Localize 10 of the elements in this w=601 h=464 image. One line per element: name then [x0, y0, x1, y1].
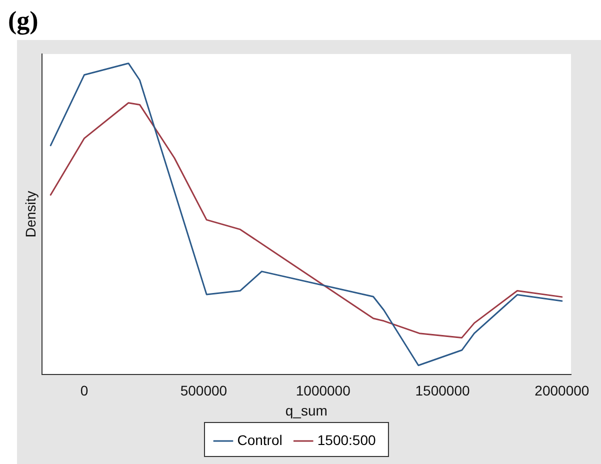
x-tick-label: 2000000 [534, 382, 590, 399]
x-tick-label: 0 [80, 382, 88, 399]
x-tick-label: 1000000 [296, 382, 351, 399]
legend-label: Control [237, 432, 282, 448]
x-axis-title: q_sum [285, 402, 328, 418]
legend-label: 1500:500 [317, 432, 376, 448]
y-axis-title: Density [22, 190, 38, 238]
chart-title: (g) [8, 6, 38, 36]
x-tick-label: 500000 [180, 382, 228, 399]
x-tick-label: 1500000 [415, 382, 470, 399]
